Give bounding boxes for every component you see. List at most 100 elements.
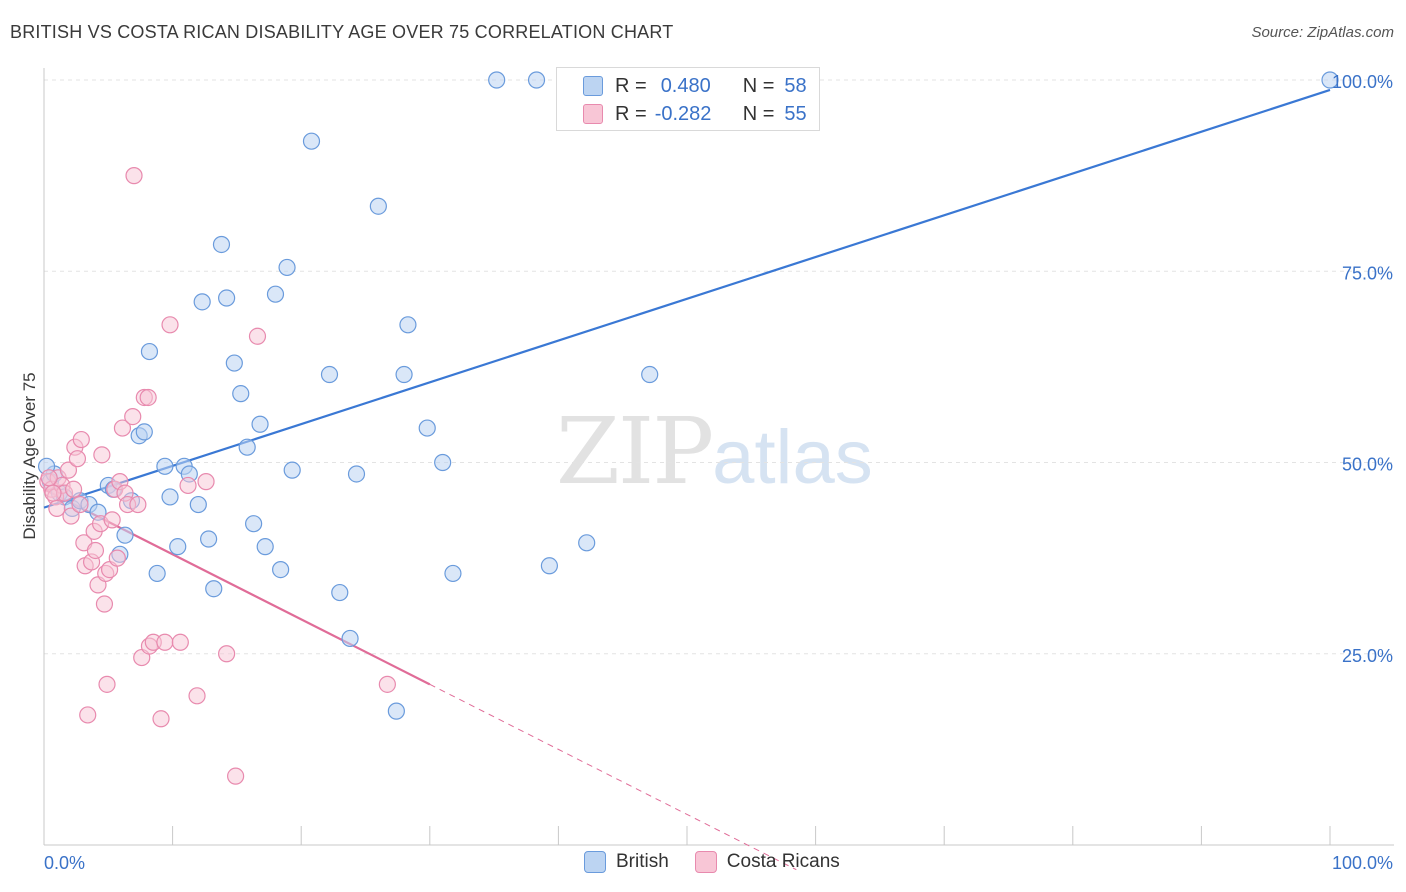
british-point <box>387 702 405 720</box>
costa-rican-point <box>86 541 105 560</box>
british-point <box>641 365 659 384</box>
british-point <box>540 557 558 575</box>
tick-labels: 25.0% 50.0% 75.0% 100.0% 0.0% 100.0% <box>44 72 1393 873</box>
axes <box>43 68 1394 846</box>
y-axis-label: Disability Age Over 75 <box>20 372 39 540</box>
british-point <box>225 354 243 372</box>
gridlines <box>44 79 1394 655</box>
costa-rican-point <box>113 419 132 437</box>
british-point <box>169 538 187 556</box>
costa-rican-point <box>40 469 58 487</box>
legend-british-n-label: N = <box>742 74 775 97</box>
legend-row-costa: R = -0.282 N = 55 <box>583 101 807 127</box>
costa-rican-point <box>378 675 396 693</box>
british-point <box>205 580 223 598</box>
x-tick-label: 0.0% <box>44 853 85 873</box>
series-swatch-british <box>584 851 606 873</box>
y-tick-label: 100.0% <box>1332 72 1393 92</box>
correlation-legend: R = 0.480 N = 58 R = -0.282 N = 55 <box>556 67 820 131</box>
legend-costa-n-value: 55 <box>784 102 807 125</box>
costa-rican-point <box>48 499 66 517</box>
costa-rican-point <box>171 633 189 651</box>
costa-rican-point <box>103 511 121 529</box>
british-point <box>320 365 339 384</box>
british-point <box>140 342 159 361</box>
costa-rican-point <box>95 595 114 613</box>
british-point <box>1321 71 1339 89</box>
british-point <box>156 457 174 475</box>
costa-rican-point <box>248 327 267 345</box>
costa-rican-point <box>44 484 62 502</box>
legend-swatch-british <box>583 76 603 96</box>
source-label: Source: ZipAtlas.com <box>1251 24 1394 41</box>
british-point <box>278 258 296 277</box>
series-label-costa: Costa Ricans <box>726 851 840 872</box>
costa-rican-point <box>108 549 126 567</box>
series-legend-costa: Costa Ricans <box>694 851 840 873</box>
british-point <box>395 365 413 384</box>
costa-rican-point <box>64 480 83 498</box>
costa-rican-point <box>59 461 78 479</box>
british-point <box>161 488 179 506</box>
british-point <box>232 385 250 403</box>
costa-rican-point <box>152 710 170 728</box>
british-point <box>418 419 436 437</box>
chart-title: BRITISH VS COSTA RICAN DISABILITY AGE OV… <box>10 22 674 42</box>
y-tick-label: 50.0% <box>1342 455 1393 475</box>
british-point <box>578 534 596 552</box>
british-point <box>266 285 285 303</box>
costa-rican-point <box>188 687 206 705</box>
costa-rican-points <box>39 167 396 785</box>
british-point <box>272 560 290 579</box>
british-point <box>283 461 301 479</box>
legend-costa-n-label: N = <box>742 102 775 125</box>
british-point <box>189 495 207 514</box>
british-point <box>331 583 349 602</box>
legend-swatch-costa <box>583 104 603 124</box>
series-label-british: British <box>616 851 669 872</box>
x-tick-label: 100.0% <box>1332 853 1393 873</box>
british-point <box>302 132 321 150</box>
british-point <box>238 438 256 456</box>
legend-british-r-label: R = <box>615 74 647 97</box>
british-point <box>245 515 263 533</box>
y-tick-label: 25.0% <box>1342 646 1393 666</box>
watermark: ZIPatlas <box>556 398 873 505</box>
costa-trend-extension <box>429 683 797 871</box>
costa-rican-point <box>71 495 89 514</box>
british-point <box>434 453 452 472</box>
costa-rican-point <box>79 706 97 724</box>
british-point <box>148 564 166 583</box>
british-point <box>444 564 462 583</box>
british-point <box>488 71 506 89</box>
british-point <box>251 415 269 433</box>
british-point <box>347 465 366 483</box>
costa-rican-point <box>218 645 236 663</box>
watermark-atlas: atlas <box>712 415 873 500</box>
series-swatch-costa <box>694 851 717 873</box>
costa-rican-point <box>68 450 87 468</box>
costa-rican-point <box>139 388 157 407</box>
legend-british-r-value: 0.480 <box>660 74 711 97</box>
costa-rican-point <box>124 408 142 426</box>
british-points <box>37 71 1339 720</box>
british-point <box>218 289 236 307</box>
british-point <box>341 629 359 648</box>
costa-rican-point <box>98 675 116 693</box>
british-point <box>135 423 153 441</box>
series-legend-british: British <box>584 851 669 873</box>
british-point <box>256 538 274 556</box>
costa-rican-point <box>197 473 215 491</box>
british-point <box>369 197 387 215</box>
costa-rican-point <box>156 633 174 651</box>
costa-rican-point <box>72 430 90 449</box>
british-point <box>193 293 211 311</box>
british-point <box>399 316 417 334</box>
legend-row-british: R = 0.480 N = 58 <box>583 73 807 99</box>
british-point <box>527 71 546 89</box>
british-point <box>116 526 134 544</box>
costa-rican-point <box>161 316 179 334</box>
british-trend-line <box>43 88 1331 509</box>
costa-rican-point <box>179 476 197 495</box>
